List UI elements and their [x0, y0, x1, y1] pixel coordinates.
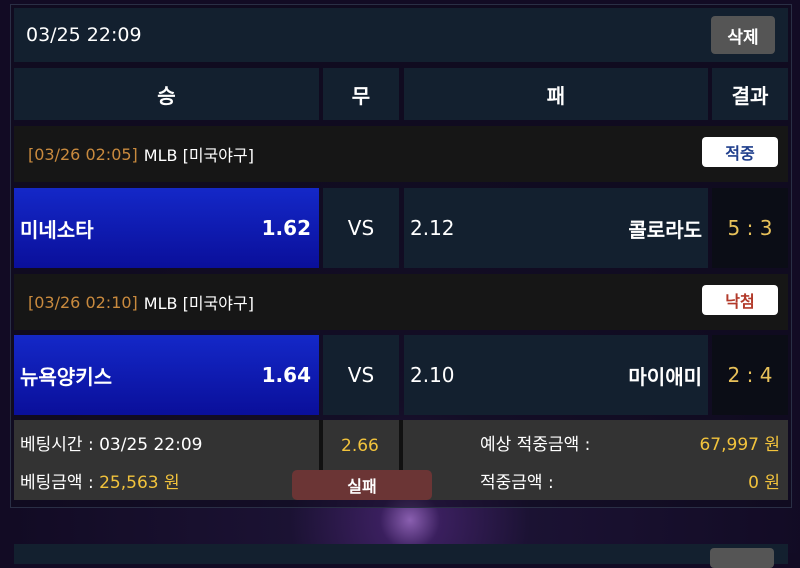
column-result: 결과: [712, 68, 788, 120]
bet-time-row: 베팅시간 : 03/25 22:09: [20, 430, 203, 455]
column-win: 승: [14, 68, 319, 120]
away-team: 마이애미: [628, 364, 702, 389]
away-team-cell: 2.12 콜로라도: [404, 188, 708, 268]
bet-amount-label: 베팅금액 :: [20, 473, 94, 493]
status-badge: 적중: [702, 137, 778, 167]
delete-button[interactable]: 삭제: [711, 16, 775, 54]
away-team-cell: 2.10 마이애미: [404, 335, 708, 415]
home-team-cell: 미네소타 1.62: [14, 188, 319, 268]
home-odds: 1.62: [261, 216, 311, 240]
bet-amount: 25,563 원: [99, 473, 180, 493]
score: 2 : 4: [712, 335, 788, 415]
home-team-cell: 뉴욕양키스 1.64: [14, 335, 319, 415]
game-time: [03/26 02:10]: [28, 292, 138, 312]
game-header: [03/26 02:10] MLB [미국야구] 낙첨: [14, 274, 788, 330]
bet-datetime: 03/25 22:09: [26, 24, 142, 46]
won-amount: 0 원: [748, 473, 780, 493]
next-delete-button[interactable]: [710, 548, 774, 568]
vs-cell: VS: [323, 188, 399, 268]
result-badge: 실패: [292, 470, 432, 500]
game-league: MLB [미국야구]: [143, 146, 254, 165]
game-time: [03/26 02:05]: [28, 144, 138, 164]
home-team: 뉴욕양키스: [20, 364, 112, 389]
column-draw: 무: [323, 68, 399, 120]
expected-label: 예상 적중금액 :: [480, 435, 591, 455]
column-lose: 패: [404, 68, 708, 120]
bet-time-label: 베팅시간 :: [20, 435, 94, 455]
status-badge: 낙첨: [702, 285, 778, 315]
bet-amount-row: 베팅금액 : 25,563 원: [20, 468, 180, 493]
expected-amount: 67,997 원: [699, 435, 780, 455]
away-team: 콜로라도: [628, 217, 702, 242]
total-odds: 2.66: [341, 436, 379, 456]
vs-cell: VS: [323, 335, 399, 415]
bet-time: 03/25 22:09: [99, 435, 203, 455]
won-label: 적중금액 :: [480, 473, 554, 493]
away-odds: 2.12: [410, 216, 455, 240]
game-header: [03/26 02:05] MLB [미국야구] 적중: [14, 126, 788, 182]
bet-header: 03/25 22:09: [14, 8, 788, 62]
away-odds: 2.10: [410, 363, 455, 387]
home-team: 미네소타: [20, 217, 94, 242]
divider: [399, 420, 403, 500]
game-league: MLB [미국야구]: [143, 294, 254, 313]
home-odds: 1.64: [261, 363, 311, 387]
divider: [319, 420, 323, 500]
score: 5 : 3: [712, 188, 788, 268]
next-bet-header: [14, 544, 788, 564]
